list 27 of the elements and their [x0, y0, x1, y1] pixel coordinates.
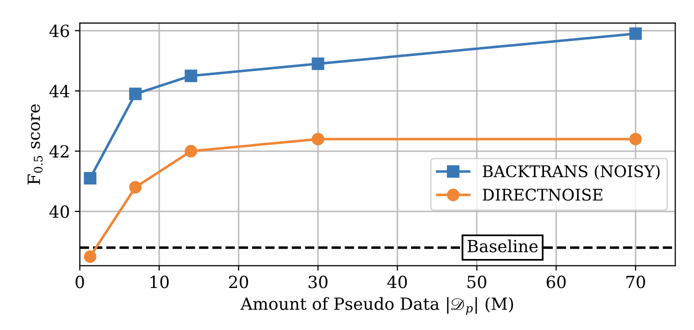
point	[129, 88, 142, 100]
x-tick-label: 10	[150, 276, 169, 288]
point	[312, 58, 324, 70]
point	[629, 132, 642, 146]
y-axis-title: F$_{0.5}$ score	[28, 104, 43, 184]
point	[312, 132, 324, 146]
x-tick-label: 30	[308, 276, 328, 288]
ref-line-label: Baseline	[468, 240, 538, 252]
x-tick-label: 60	[546, 276, 566, 288]
x-tick-label: 70	[626, 276, 646, 288]
x-tick-label: 50	[468, 276, 486, 288]
legend-label: BACKTRANS (NOISY)	[482, 164, 660, 180]
x-tick-label: 0	[76, 276, 84, 288]
point	[184, 144, 198, 158]
point	[184, 70, 198, 82]
point	[129, 181, 142, 194]
point	[84, 172, 96, 185]
point	[84, 250, 96, 263]
y-tick-label: 44	[49, 84, 70, 98]
x-tick-label: 40	[387, 276, 407, 288]
x-tick-label: 20	[229, 276, 248, 288]
y-tick-label: 46	[49, 24, 70, 38]
y-tick-label: 40	[49, 205, 69, 218]
x-axis-title: Amount of Pseudo Data |𝒟$_{p}$| (M)	[240, 297, 514, 315]
y-tick-label: 42	[49, 145, 68, 158]
legend-label: DIRECTNOISE	[482, 188, 602, 201]
point	[629, 27, 642, 40]
